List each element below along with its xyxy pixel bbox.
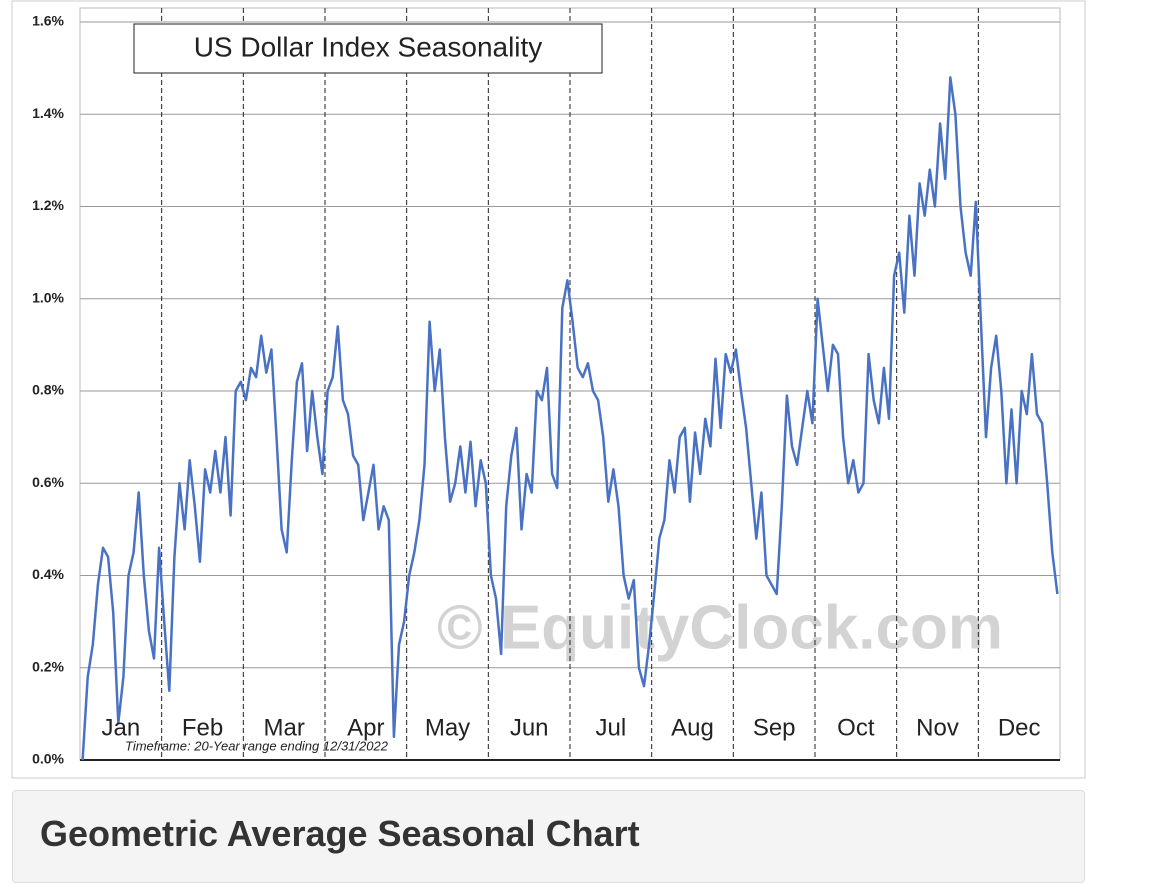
y-tick-label: 0.0% [32,751,64,767]
y-tick-label: 0.2% [32,658,64,674]
x-tick-label: Nov [916,714,959,741]
x-tick-label: Jul [595,714,626,741]
x-tick-label: Dec [998,714,1041,741]
y-tick-label: 1.4% [32,105,64,121]
caption: Geometric Average Seasonal Chart [40,813,640,854]
x-tick-label: Mar [263,714,304,741]
x-tick-label: Apr [347,714,384,741]
x-tick-label: May [425,714,470,741]
y-tick-label: 0.8% [32,382,64,398]
y-tick-label: 1.0% [32,289,64,305]
marks [81,76,1059,761]
title-box [133,23,603,74]
note: Timeframe: 20-Year range ending 12/31/20… [125,738,389,753]
y-tick-label: 0.6% [32,474,64,490]
chart: © EquityClock.com US Dollar Index Season… [11,0,1086,779]
x-tick-label: Aug [671,714,714,741]
line [81,76,1059,761]
chart-title: US Dollar Index Seasonality [194,31,543,62]
grid [80,8,1060,761]
y-tick-label: 0.4% [32,566,64,582]
y-tick-label: 1.6% [32,13,64,29]
x-tick-label: Jun [510,714,549,741]
y-tick-label: 1.2% [32,197,64,213]
x-tick-label: Oct [837,714,875,741]
x-tick-label: Sep [753,714,796,741]
caption-box: Geometric Average Seasonal Chart [12,790,1085,883]
x-tick-label: Feb [182,714,223,741]
watermark: © EquityClock.com [437,593,1003,662]
x-tick-label: Jan [101,714,140,741]
